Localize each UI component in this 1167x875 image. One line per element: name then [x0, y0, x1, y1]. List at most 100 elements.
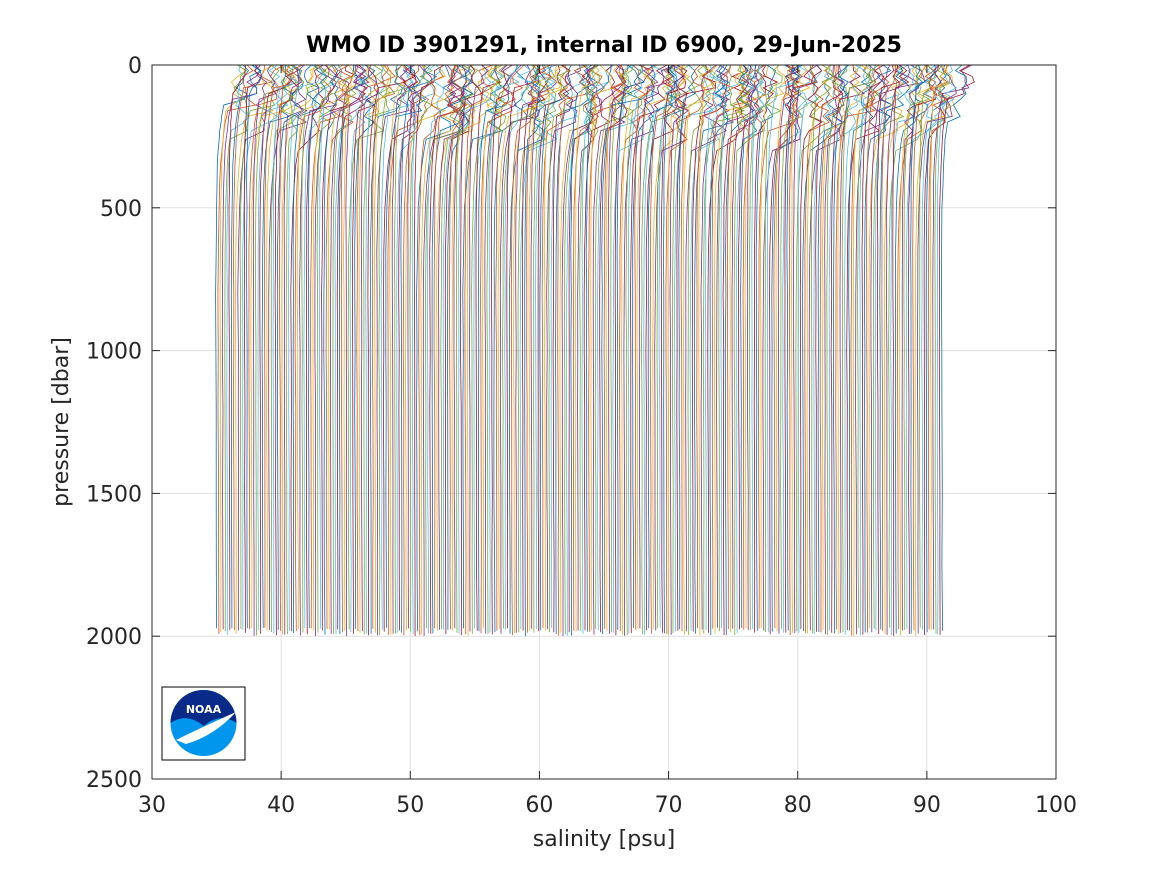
- profile-line: [799, 64, 823, 630]
- profile-line: [543, 64, 567, 631]
- logo-top-arc: [170, 690, 237, 726]
- profile-line: [316, 64, 335, 633]
- profile-line: [281, 64, 319, 635]
- profile-line: [654, 64, 688, 631]
- profile-line: [230, 64, 262, 629]
- profile-line: [526, 64, 552, 633]
- profile-line: [552, 64, 575, 633]
- profile-line: [449, 64, 468, 630]
- profile-line: [566, 64, 594, 636]
- profile-line: [833, 64, 850, 634]
- profile-line: [731, 64, 759, 629]
- profile-line: [722, 64, 750, 636]
- profile-line: [696, 64, 719, 629]
- profile-line: [521, 64, 548, 631]
- profile-line: [482, 64, 501, 628]
- profile-line: [883, 64, 920, 635]
- profile-line: [574, 64, 600, 632]
- profile-line: [367, 64, 407, 636]
- profile-line: [250, 64, 291, 629]
- profile-line: [747, 64, 760, 630]
- profile-line: [932, 64, 972, 630]
- profile-line: [808, 64, 845, 631]
- plot-area: [152, 65, 1056, 779]
- profile-line: [495, 64, 525, 631]
- profile-line: [859, 64, 877, 636]
- profile-line: [453, 64, 473, 629]
- profile-line: [310, 64, 347, 629]
- profile-line: [438, 64, 466, 630]
- profile-line: [925, 64, 950, 633]
- profile-line: [868, 64, 905, 628]
- profile-line: [647, 64, 678, 629]
- profile-line: [228, 64, 247, 631]
- profile-line: [237, 64, 268, 631]
- profile-line: [305, 64, 338, 635]
- profile-line: [720, 64, 750, 628]
- profile-line: [268, 64, 308, 631]
- profile-line: [804, 64, 831, 633]
- y-tick-label: 2500: [86, 768, 142, 793]
- profile-line: [279, 64, 292, 631]
- profile-line: [274, 64, 299, 636]
- profile-line: [830, 64, 865, 633]
- profile-line: [541, 64, 568, 628]
- profile-line: [323, 64, 339, 635]
- x-axis-label: salinity [psu]: [533, 827, 675, 852]
- profile-line: [753, 64, 779, 633]
- profile-line: [641, 64, 675, 635]
- profile-line: [846, 64, 885, 631]
- profile-line: [599, 64, 628, 633]
- profile-line: [299, 64, 338, 636]
- profile-line: [658, 64, 681, 628]
- profile-line: [385, 64, 427, 628]
- profile-line: [802, 64, 838, 632]
- x-tick-label: 100: [1035, 793, 1077, 818]
- profile-line: [343, 64, 375, 631]
- profile-line: [407, 64, 433, 629]
- profile-line: [861, 64, 895, 635]
- profile-line: [687, 64, 715, 635]
- profile-line: [524, 64, 541, 637]
- profile-line: [881, 64, 896, 631]
- profile-line: [292, 64, 320, 634]
- profile-line: [791, 64, 811, 633]
- profile-line: [866, 64, 890, 633]
- profile-line: [473, 64, 506, 629]
- x-tick-label: 90: [913, 793, 941, 818]
- profile-line: [605, 64, 629, 632]
- profile-line: [360, 64, 380, 632]
- profile-line: [215, 64, 250, 629]
- profile-line: [287, 64, 325, 631]
- profile-line: [811, 64, 835, 634]
- profile-line: [914, 64, 954, 637]
- profile-line: [758, 64, 798, 629]
- profile-line: [464, 64, 493, 635]
- profile-line: [272, 64, 301, 634]
- profile-line: [433, 64, 460, 629]
- profile-line: [508, 64, 546, 634]
- logo-text: NOAA: [186, 703, 222, 716]
- profile-line: [232, 64, 274, 630]
- profile-line: [413, 64, 445, 637]
- profile-line: [691, 64, 728, 632]
- profile-line: [224, 64, 250, 632]
- profile-line: [903, 64, 931, 630]
- profile-line: [294, 64, 332, 632]
- profile-line: [815, 64, 844, 632]
- profile-line: [601, 64, 643, 635]
- profile-line: [897, 64, 936, 630]
- profile-line: [416, 64, 455, 632]
- profile-line: [380, 64, 414, 630]
- profile-line: [705, 64, 726, 631]
- profile-line: [325, 64, 355, 629]
- logo-wave: [176, 712, 236, 744]
- profile-line: [667, 64, 691, 635]
- profile-line: [749, 64, 768, 631]
- profile-line: [886, 64, 926, 635]
- profile-line: [270, 64, 298, 633]
- profile-line: [852, 64, 874, 637]
- profile-line: [506, 64, 540, 629]
- profile-line: [817, 64, 849, 633]
